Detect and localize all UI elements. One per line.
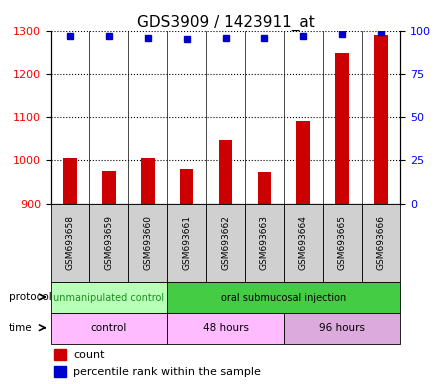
Bar bbox=[362, 204, 400, 282]
Bar bbox=[167, 313, 284, 344]
Bar bbox=[128, 204, 167, 282]
Text: GSM693661: GSM693661 bbox=[182, 215, 191, 270]
Text: GSM693664: GSM693664 bbox=[299, 215, 308, 270]
Bar bbox=[141, 158, 154, 204]
Text: GSM693666: GSM693666 bbox=[377, 215, 385, 270]
Bar bbox=[167, 282, 400, 313]
Bar bbox=[257, 172, 271, 204]
Text: time: time bbox=[9, 323, 33, 333]
Text: control: control bbox=[91, 323, 127, 333]
Text: 96 hours: 96 hours bbox=[319, 323, 365, 333]
Bar bbox=[51, 313, 167, 344]
Text: GSM693658: GSM693658 bbox=[66, 215, 74, 270]
Text: GSM693663: GSM693663 bbox=[260, 215, 269, 270]
Bar bbox=[219, 140, 232, 204]
Bar bbox=[245, 204, 284, 282]
Text: oral submucosal injection: oral submucosal injection bbox=[221, 293, 346, 303]
Bar bbox=[89, 204, 128, 282]
Bar bbox=[206, 204, 245, 282]
Bar bbox=[297, 121, 310, 204]
Bar bbox=[51, 282, 167, 313]
Bar bbox=[335, 53, 349, 204]
Bar bbox=[102, 171, 116, 204]
Text: GSM693659: GSM693659 bbox=[104, 215, 114, 270]
Text: percentile rank within the sample: percentile rank within the sample bbox=[73, 367, 261, 377]
Bar bbox=[54, 349, 66, 360]
Text: GSM693660: GSM693660 bbox=[143, 215, 152, 270]
Bar bbox=[323, 204, 362, 282]
Text: protocol: protocol bbox=[9, 292, 52, 302]
Text: unmanipulated control: unmanipulated control bbox=[53, 293, 165, 303]
Text: 48 hours: 48 hours bbox=[202, 323, 249, 333]
Bar bbox=[51, 204, 89, 282]
Bar bbox=[167, 204, 206, 282]
Title: GDS3909 / 1423911_at: GDS3909 / 1423911_at bbox=[137, 15, 314, 31]
Bar bbox=[63, 158, 77, 204]
Bar bbox=[180, 169, 194, 204]
Text: GSM693662: GSM693662 bbox=[221, 215, 230, 270]
Bar bbox=[374, 35, 388, 204]
Bar bbox=[284, 204, 323, 282]
Bar bbox=[284, 313, 400, 344]
Text: count: count bbox=[73, 349, 105, 360]
Bar bbox=[54, 366, 66, 377]
Text: GSM693665: GSM693665 bbox=[337, 215, 347, 270]
